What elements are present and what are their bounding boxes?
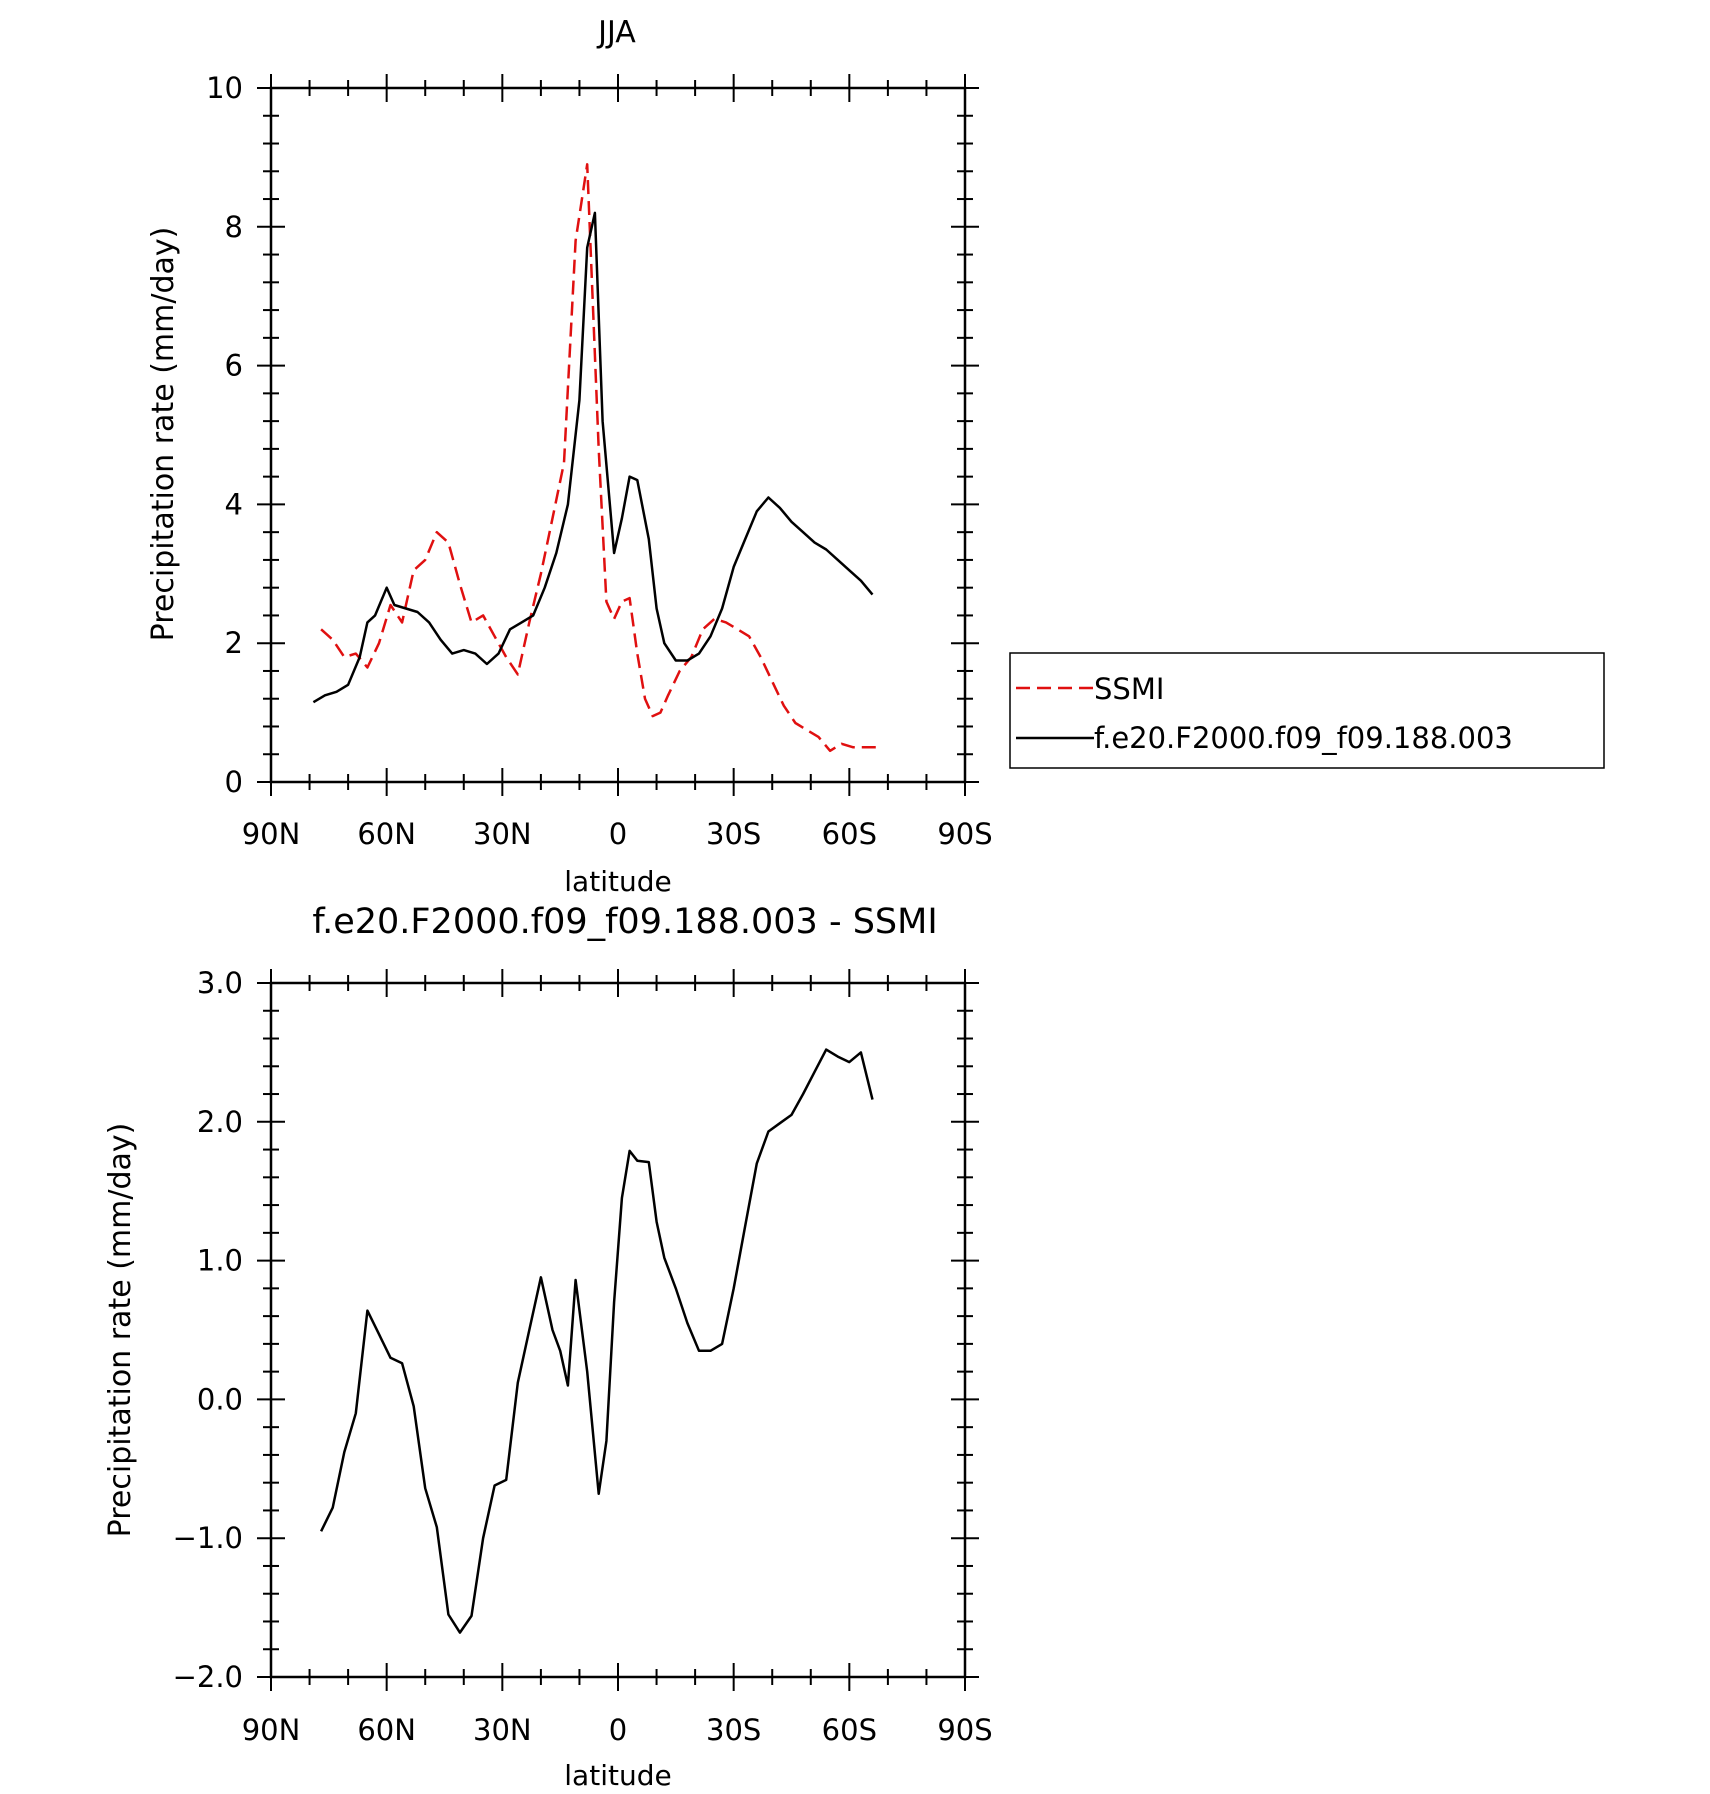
x-tick-label: 30N <box>473 817 532 851</box>
y-tick-label: 0.0 <box>197 1382 243 1416</box>
y-tick-label: 0 <box>225 765 243 799</box>
x-tick-label: 30S <box>706 1713 761 1747</box>
x-tick-label: 30N <box>473 1713 532 1747</box>
x-tick-label: 90N <box>242 1713 301 1747</box>
bottom-chart-panel: f.e20.F2000.f09_f09.188.003 - SSMI 90N 60… <box>103 902 993 1792</box>
bottom-tick-labels: 90N 60N 30N 0 30S 60S 90S −2.0 −1.0 0.0 1.0 2.0 3.0 <box>173 966 993 1747</box>
legend: SSMI f.e20.F2000.f09_f09.188.003 <box>1009 652 1605 769</box>
y-tick-label: 2 <box>225 626 243 660</box>
y-tick-label: 10 <box>206 71 243 105</box>
legend-box <box>1009 652 1605 769</box>
top-y-axis-label: Precipitation rate (mm/day) <box>146 227 181 642</box>
difference-series-line <box>319 1048 874 1634</box>
x-tick-label: 30S <box>706 817 761 851</box>
x-tick-label: 90S <box>937 817 992 851</box>
x-tick-label: 60N <box>357 1713 416 1747</box>
x-tick-label: 0 <box>609 817 627 851</box>
y-tick-label: 3.0 <box>197 966 243 1000</box>
top-x-axis-label: latitude <box>564 865 671 898</box>
bottom-axis-ticks <box>257 969 979 1691</box>
bottom-chart-title: f.e20.F2000.f09_f09.188.003 - SSMI <box>312 902 937 942</box>
ssmi-series-line <box>320 163 877 753</box>
x-tick-label: 60S <box>822 1713 877 1747</box>
top-chart-title: JJA <box>596 15 636 50</box>
bottom-x-axis-label: latitude <box>564 1759 671 1792</box>
x-tick-label: 90N <box>242 817 301 851</box>
y-tick-label: 8 <box>225 210 243 244</box>
legend-label-ssmi: SSMI <box>1094 672 1164 706</box>
y-tick-label: 2.0 <box>197 1105 243 1139</box>
y-tick-label: −2.0 <box>173 1660 243 1694</box>
y-tick-label: 4 <box>225 487 243 521</box>
y-tick-label: −1.0 <box>173 1521 243 1555</box>
x-tick-label: 60S <box>822 817 877 851</box>
y-tick-label: 1.0 <box>197 1244 243 1278</box>
top-plot-frame <box>269 86 967 784</box>
bottom-series-lines <box>319 1048 874 1634</box>
top-axis-ticks <box>257 74 979 796</box>
x-tick-label: 90S <box>937 1713 992 1747</box>
x-tick-label: 60N <box>357 817 416 851</box>
f-e20-f2000-f09-f09-188-003-series-line <box>312 211 874 704</box>
y-tick-label: 6 <box>225 349 243 383</box>
legend-label-model: f.e20.F2000.f09_f09.188.003 <box>1094 721 1513 755</box>
x-tick-label: 0 <box>609 1713 627 1747</box>
bottom-plot-frame <box>269 981 967 1679</box>
top-tick-labels: 90N 60N 30N 0 30S 60S 90S 0 2 4 6 8 10 <box>206 71 993 851</box>
bottom-y-axis-label: Precipitation rate (mm/day) <box>103 1123 138 1538</box>
top-series-lines <box>312 163 877 753</box>
